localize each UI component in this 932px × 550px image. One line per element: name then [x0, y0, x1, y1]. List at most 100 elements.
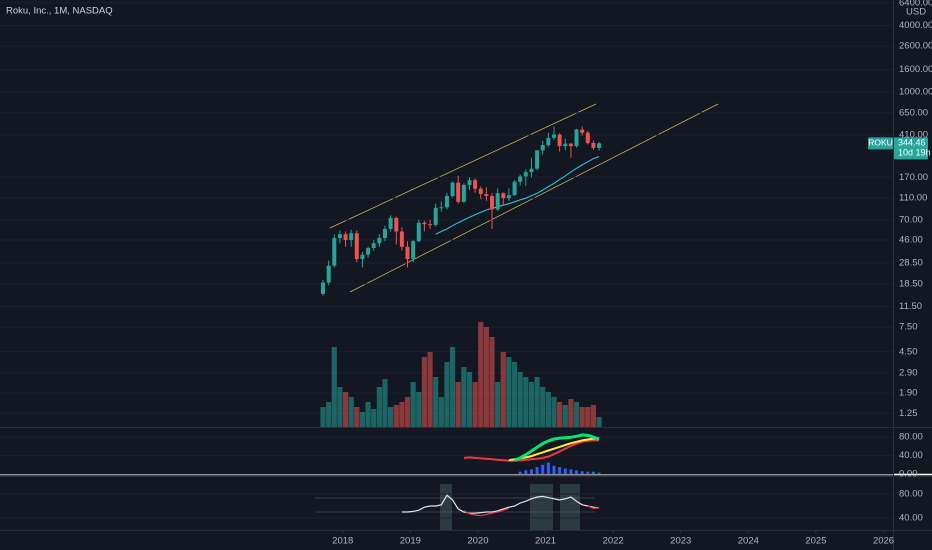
candle-body	[597, 143, 602, 148]
x-tick-label: 2023	[670, 536, 691, 547]
candle-body	[428, 224, 433, 226]
x-tick-label: 2026	[873, 536, 894, 547]
x-tick-label: 2024	[738, 536, 759, 547]
candle-body	[371, 243, 376, 248]
band	[560, 484, 580, 530]
volume-bar	[596, 417, 602, 427]
indicator-line	[401, 494, 600, 514]
last-price-countdown: 10d 19h	[898, 148, 931, 158]
volume-bar	[337, 387, 343, 427]
volume-bar	[393, 405, 399, 427]
candle-body	[467, 180, 472, 185]
candle-body	[518, 176, 523, 182]
volume-bar	[540, 387, 546, 427]
volume-bar	[387, 407, 394, 427]
candle-body	[439, 207, 444, 209]
histogram-bar	[563, 468, 567, 474]
histogram-bar	[518, 471, 522, 474]
y-tick-label: 2.90	[899, 367, 918, 378]
volume-bar	[568, 399, 574, 427]
volume-bar	[326, 402, 332, 427]
y-tick-label: 1600.00	[899, 64, 932, 75]
volume-bar	[511, 362, 518, 427]
y-tick-label: 70.00	[899, 214, 923, 225]
candle-body	[416, 222, 421, 242]
histogram-bar	[529, 469, 533, 474]
volume-bar	[320, 407, 326, 427]
volume-bar	[461, 367, 467, 427]
y-tick-label: 40.00	[899, 513, 923, 524]
candle-body	[529, 168, 534, 173]
candle-body	[574, 129, 579, 147]
histogram-bar	[574, 470, 578, 474]
volume-bar	[579, 407, 585, 427]
candle-body	[444, 196, 449, 208]
last-price-symbol: ROKU	[868, 138, 893, 148]
candle-body	[354, 233, 359, 260]
candle-body	[382, 228, 387, 239]
chart-title: Roku, Inc., 1M, NASDAQ	[6, 6, 113, 17]
last-price-symbol-box	[868, 137, 893, 150]
candle-body	[551, 134, 556, 138]
volume-bar	[421, 357, 427, 427]
x-tick-label: 2025	[805, 536, 826, 547]
x-tick-label: 2018	[332, 536, 353, 547]
volume-bar	[500, 352, 506, 427]
candle-body	[557, 134, 562, 147]
indicator-line	[508, 437, 600, 462]
candle-body	[484, 193, 489, 197]
volume-bar	[562, 405, 568, 427]
y-tick-label: 1000.00	[899, 87, 932, 98]
volume-bar	[495, 382, 501, 427]
candle-body	[568, 143, 573, 147]
currency: USD	[906, 7, 926, 18]
volume-bar	[573, 402, 580, 427]
y-tick-label: 170.00	[899, 172, 928, 183]
candle-body	[580, 129, 585, 133]
band	[440, 484, 452, 530]
candle-body	[394, 217, 399, 232]
y-tick-label: 28.50	[899, 258, 923, 269]
volume-bar	[348, 397, 354, 427]
indicator-line	[514, 433, 600, 462]
candle-body	[411, 241, 416, 260]
candle-body	[546, 137, 551, 146]
histogram-bar	[541, 464, 545, 474]
indicator-line	[463, 507, 510, 517]
candle-body	[540, 145, 545, 151]
x-tick-label: 2019	[400, 536, 421, 547]
volume-bar	[466, 372, 473, 427]
candle-body	[535, 150, 540, 169]
candle-body	[326, 265, 331, 283]
volume-bar	[438, 397, 444, 427]
volume-bar	[410, 382, 416, 427]
candle-body	[320, 282, 325, 294]
candle-body	[405, 246, 410, 260]
candle-body	[399, 231, 404, 247]
volume-bar	[523, 377, 529, 427]
candle-body	[495, 193, 500, 210]
candle-body	[456, 182, 461, 202]
histogram-bar	[586, 471, 590, 474]
y-tick-label: 80.00	[899, 432, 923, 443]
volume-bar	[551, 397, 557, 427]
histogram-bar	[546, 462, 550, 474]
y-tick-label: 1.90	[899, 388, 918, 399]
volume-bar	[371, 409, 377, 427]
candle-body	[506, 195, 511, 199]
volume-bar	[433, 377, 439, 427]
y-tick-label: 0.00	[899, 469, 918, 480]
volume-bar	[585, 407, 591, 427]
volume-bar	[342, 392, 349, 427]
volume-bar	[382, 379, 388, 427]
candle-body	[360, 254, 365, 260]
y-tick-label: 40.00	[899, 450, 923, 461]
candle-body	[337, 234, 342, 239]
candle-body	[332, 238, 337, 266]
candle-body	[377, 238, 382, 244]
volume-bar	[517, 372, 523, 427]
candle-body	[523, 172, 528, 177]
volume-bar	[416, 392, 422, 427]
last-price: 344.46	[898, 138, 926, 148]
